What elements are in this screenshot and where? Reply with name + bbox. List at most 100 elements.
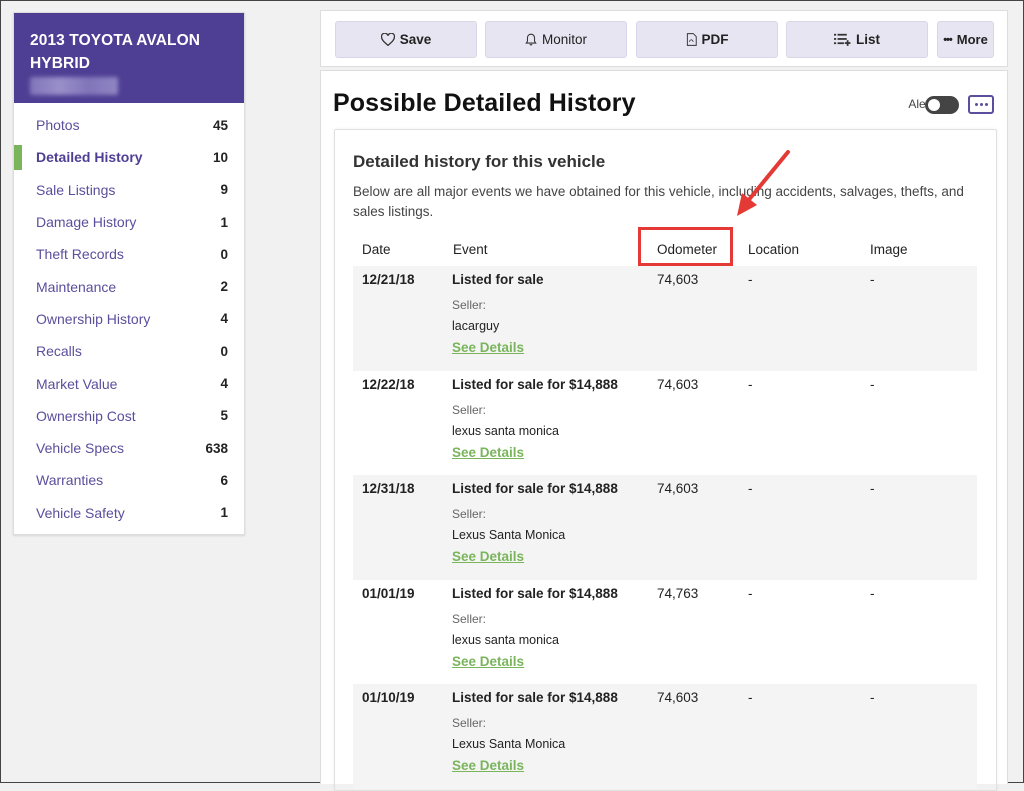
seller-label: Seller: [452,716,487,730]
row-odometer: 74,603 [657,272,699,287]
sidebar-item-label: Vehicle Specs [36,440,124,457]
row-odometer: 74,603 [657,481,699,496]
history-table: 12/21/18 Listed for sale 74,603 - - Sell… [353,266,977,789]
seller-name: lexus santa monica [452,423,560,438]
see-details-link[interactable]: See Details [452,758,525,773]
sidebar-item-maintenance[interactable]: Maintenance 2 [14,270,244,302]
sidebar-item-ownership-history[interactable]: Ownership History 4 [14,303,244,335]
list-label: List [855,32,880,47]
sidebar-item-theft-records[interactable]: Theft Records 0 [14,238,244,270]
row-location: - [748,272,753,287]
row-date: 12/22/18 [362,376,415,392]
sidebar-item-detailed-history[interactable]: Detailed History 10 [14,141,244,173]
column-header-date: Date [362,242,391,257]
row-event: Listed for sale for $14,888 [452,690,618,705]
sidebar-item-label: Detailed History [36,149,143,166]
see-details-link[interactable]: See Details [452,340,525,355]
row-image: - [870,376,875,392]
vehicle-header: 2013 TOYOTA AVALON HYBRID [14,13,244,103]
row-image: - [870,690,875,705]
see-details-link[interactable]: See Details [452,549,525,564]
column-header-odometer: Odometer [657,242,718,257]
row-image: - [870,272,875,287]
sidebar-item-label: Damage History [36,214,137,231]
sidebar-item-count: 4 [220,376,228,392]
sidebar-item-label: Sale Listings [36,181,116,198]
monitor-label: Monitor [541,32,587,47]
alerts-toggle[interactable] [925,96,959,114]
sidebar-item-damage-history[interactable]: Damage History 1 [14,206,244,238]
row-date: 12/21/18 [362,272,415,287]
pdf-label: PDF [701,32,729,47]
sidebar-item-label: Ownership History [36,310,151,327]
seller-label: Seller: [452,402,487,417]
sidebar-item-count: 6 [220,472,228,488]
sidebar-item-count: 1 [220,505,228,521]
monitor-button[interactable]: Monitor [485,21,627,58]
row-odometer: 74,603 [657,690,699,705]
seller-label: Seller: [452,611,487,626]
row-image: - [870,585,875,601]
sidebar-item-photos[interactable]: Photos 45 [14,109,244,141]
list-button[interactable]: List [786,21,928,58]
sidebar-item-count: 4 [220,311,228,327]
row-location: - [748,481,753,496]
sidebar-item-count: 10 [212,149,228,165]
sidebar-item-recalls[interactable]: Recalls 0 [14,335,244,367]
vehicle-title: 2013 TOYOTA AVALON HYBRID [30,32,201,72]
save-label: Save [399,32,432,47]
sidebar-item-ownership-cost[interactable]: Ownership Cost 5 [14,400,244,432]
row-event: Listed for sale for $14,888 [452,376,618,392]
sidebar-item-market-value[interactable]: Market Value 4 [14,367,244,399]
row-location: - [748,585,753,601]
card-description: Below are all major events we have obtai… [353,184,964,219]
card-title: Detailed history for this vehicle [353,152,606,171]
seller-label: Seller: [452,507,487,521]
table-row: 01/10/19 Listed for sale for $14,888 74,… [353,684,977,789]
seller-name: lexus santa monica [452,632,560,647]
dot-icon [974,103,978,106]
row-image: - [870,481,875,496]
seller-name: Lexus Santa Monica [452,528,566,542]
sidebar-item-count: 9 [220,182,228,198]
odometer-highlight-box [638,227,733,266]
row-odometer: 74,763 [657,585,699,601]
save-button[interactable]: Save [335,21,477,58]
more-button[interactable]: ••• More [937,21,994,58]
seller-name: lacarguy [452,319,500,333]
dot-icon [984,103,988,106]
bell-icon [525,33,537,46]
row-location: - [748,690,753,705]
sidebar-item-label: Recalls [36,343,82,360]
sidebar-item-label: Photos [36,117,80,134]
list-add-icon [833,33,851,46]
toolbar: Save Monitor PDF List ••• More [320,10,1008,67]
heart-icon [380,33,395,46]
row-event: Listed for sale [452,272,544,287]
seller-label: Seller: [452,298,487,312]
history-card: Detailed history for this vehicle Below … [334,129,997,791]
pdf-button[interactable]: PDF [636,21,778,58]
sidebar-item-vehicle-specs[interactable]: Vehicle Specs 638 [14,432,244,464]
sidebar-item-warranties[interactable]: Warranties 6 [14,464,244,496]
section-options-button[interactable] [968,95,994,114]
sidebar-item-count: 638 [205,440,228,456]
table-row: 12/22/18 Listed for sale for $14,888 74,… [353,371,977,476]
see-details-link[interactable]: See Details [452,444,525,460]
sidebar-item-vehicle-safety[interactable]: Vehicle Safety 1 [14,497,244,529]
row-event: Listed for sale for $14,888 [452,585,618,601]
more-label: More [956,32,988,47]
ellipsis-icon: ••• [943,33,953,46]
sidebar-item-sale-listings[interactable]: Sale Listings 9 [14,174,244,206]
column-header-event: Event [453,242,488,257]
row-event: Listed for sale for $14,888 [452,481,618,496]
row-date: 01/01/19 [362,585,415,601]
column-header-image: Image [870,242,908,257]
sidebar-item-label: Maintenance [36,278,117,295]
page-title: Possible Detailed History [333,89,636,117]
sidebar-nav: Photos 45 Detailed History 10 Sale Listing… [14,103,244,529]
see-details-link[interactable]: See Details [452,653,525,669]
row-odometer: 74,603 [657,376,699,392]
sidebar-item-count: 0 [220,246,228,262]
pdf-file-icon [686,33,697,46]
